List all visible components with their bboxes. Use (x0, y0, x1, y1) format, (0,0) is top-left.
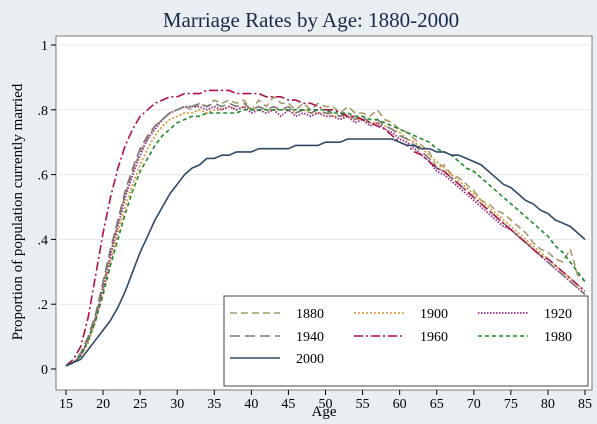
series-line-1940 (65, 102, 586, 367)
legend: 1880 1900 1920 1940 1960 1980 2000 (223, 295, 589, 387)
series-line-1920 (65, 105, 586, 367)
x-tick-label: 25 (133, 397, 147, 412)
x-tick-label: 60 (393, 397, 407, 412)
y-tick-label: .8 (38, 104, 49, 119)
x-tick-label: 50 (319, 397, 333, 412)
legend-label: 1980 (544, 330, 572, 345)
legend-item-1980: 1980 (478, 330, 572, 345)
legend-item-1960: 1960 (354, 330, 448, 345)
legend-item-1920: 1920 (478, 307, 572, 322)
x-tick-label: 45 (281, 397, 295, 412)
x-tick-label: 65 (430, 397, 444, 412)
legend-label: 1900 (420, 307, 448, 322)
legend-item-1940: 1940 (230, 330, 324, 345)
x-tick-label: 75 (504, 397, 518, 412)
chart-title: Marriage Rates by Age: 1880-2000 (163, 8, 459, 32)
x-axis-label: Age (312, 404, 337, 420)
legend-label: 1880 (296, 307, 324, 322)
legend-label: 1920 (544, 307, 572, 322)
x-tick-label: 55 (356, 397, 370, 412)
y-tick-label: 0 (41, 363, 48, 378)
legend-item-1880: 1880 (230, 307, 324, 322)
x-tick-label: 80 (541, 397, 555, 412)
series-line-2000 (65, 138, 586, 367)
x-tick-label: 35 (207, 397, 221, 412)
y-tick-label: .4 (38, 233, 49, 248)
y-tick-label: 1 (41, 39, 48, 54)
series-line-1960 (65, 89, 586, 367)
y-tick-label: .2 (38, 298, 49, 313)
x-tick-label: 20 (96, 397, 110, 412)
x-tick-label: 85 (578, 397, 592, 412)
legend-item-1900: 1900 (354, 307, 448, 322)
x-tick-label: 15 (59, 397, 73, 412)
x-tick-label: 40 (244, 397, 258, 412)
legend-label: 1940 (296, 330, 324, 345)
legend-item-2000: 2000 (230, 352, 324, 367)
x-tick-label: 30 (170, 397, 184, 412)
legend-label: 2000 (296, 352, 324, 367)
y-tick-label: .6 (38, 169, 49, 184)
legend-label: 1960 (420, 330, 448, 345)
series-layer (65, 89, 586, 367)
legend-box (223, 295, 589, 387)
y-axis-label: Proportion of population currently marri… (10, 83, 26, 340)
x-tick-label: 70 (467, 397, 481, 412)
axis-layer: 0 .2 .4 .6 .8 1 15 20 25 30 35 40 45 50 55 60 65 70 75 80 85 (38, 39, 593, 412)
